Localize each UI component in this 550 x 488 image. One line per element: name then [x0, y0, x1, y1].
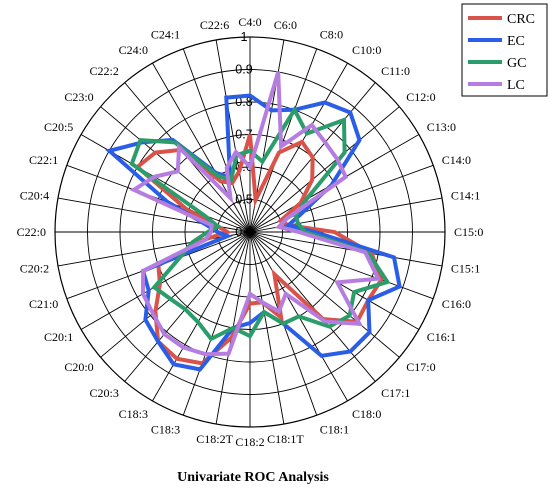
grid-spoke	[80, 231, 251, 330]
category-label: C10:0	[352, 43, 381, 57]
legend-label-lc: LC	[507, 78, 525, 93]
category-label: C18:1T	[267, 432, 304, 446]
grid-spoke	[249, 106, 400, 233]
category-label: C15:1	[451, 262, 480, 276]
grid-spoke	[249, 231, 400, 358]
category-label: C18:3	[151, 422, 180, 436]
category-label: C18:2	[235, 435, 264, 449]
legend-label-ec: EC	[507, 34, 525, 49]
tick-label: 0.8	[235, 95, 252, 109]
category-label: C22:0	[17, 225, 46, 239]
category-label: C16:0	[442, 297, 471, 311]
grid-spoke	[152, 62, 251, 233]
grid-spoke	[249, 231, 376, 382]
grid-spoke	[152, 231, 251, 402]
category-label: C21:0	[29, 297, 58, 311]
tick-label: 0.4	[235, 225, 252, 239]
category-label: C8:0	[320, 28, 343, 42]
category-label: C14:0	[442, 153, 471, 167]
category-label: C20:0	[64, 360, 93, 374]
tick-label: 1	[241, 30, 248, 44]
legend-label-gc: GC	[507, 56, 526, 71]
grid-spoke	[182, 231, 251, 416]
category-label: C24:0	[119, 43, 148, 57]
category-label: C11:0	[381, 64, 410, 78]
category-label: C4:0	[238, 15, 261, 29]
grid-spoke	[100, 231, 251, 358]
grid-spoke	[124, 231, 251, 382]
series-polygons	[105, 71, 402, 372]
series-lc	[129, 71, 382, 357]
category-label: C24:1	[151, 28, 180, 42]
category-label: C18:3	[119, 407, 148, 421]
category-label: C6:0	[274, 18, 297, 32]
tick-label: 0.5	[235, 193, 252, 207]
legend-label-crc: CRC	[507, 12, 535, 27]
category-label: C23:0	[64, 90, 93, 104]
grid-spoke	[182, 48, 251, 233]
grid-spoke	[215, 39, 251, 233]
grid-spoke	[249, 62, 348, 233]
chart-title: Univariate ROC Analysis	[177, 470, 329, 485]
category-label: C20:2	[20, 262, 49, 276]
category-label: C18:0	[352, 407, 381, 421]
category-label: C18:1	[320, 422, 349, 436]
category-label: C16:1	[427, 330, 456, 344]
grid-spoke	[100, 106, 251, 233]
category-label: C20:3	[90, 386, 119, 400]
grid-spoke	[249, 48, 318, 233]
category-label: C20:1	[44, 330, 73, 344]
category-label: C20:4	[20, 189, 49, 203]
category-label: C15:0	[454, 225, 483, 239]
category-label: C17:1	[381, 386, 410, 400]
category-label: C17:0	[406, 360, 435, 374]
category-label: C13:0	[427, 120, 456, 134]
grid-spoke	[249, 231, 434, 300]
grid-spoke	[66, 164, 251, 233]
series-gc	[129, 105, 391, 342]
category-label: C22:6	[200, 18, 229, 32]
category-label: C20:5	[44, 120, 73, 134]
category-label: C12:0	[406, 90, 435, 104]
grid-spoke	[249, 231, 285, 425]
grid-spoke	[249, 231, 443, 267]
category-label: C22:2	[90, 64, 119, 78]
legend: CRC EC GC LC	[461, 3, 548, 97]
category-label: C18:2T	[196, 432, 233, 446]
tick-label: 0.9	[235, 63, 252, 77]
category-label: C22:1	[29, 153, 58, 167]
category-label: C14:1	[451, 189, 480, 203]
grid-spoke	[57, 231, 251, 267]
